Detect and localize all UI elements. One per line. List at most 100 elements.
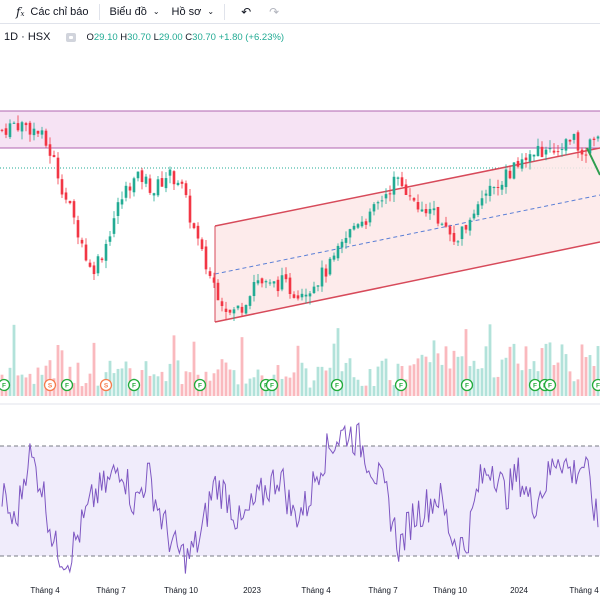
candle[interactable] [292,291,296,299]
candle[interactable] [400,171,404,187]
candle[interactable] [304,288,308,304]
financial-event-marker[interactable]: F [591,378,600,392]
candle[interactable] [300,288,304,301]
candle[interactable] [104,239,108,269]
candle[interactable] [180,179,184,189]
candle[interactable] [76,215,80,245]
candle[interactable] [132,176,136,197]
candle[interactable] [428,202,432,220]
chart-menu-button[interactable]: Biểu đồ ⌄ [104,0,166,24]
candle[interactable] [548,140,552,153]
candle[interactable] [328,256,332,276]
candle[interactable] [284,267,288,283]
candle[interactable] [412,197,416,202]
candle[interactable] [312,281,316,294]
financial-event-marker[interactable]: F [127,378,141,392]
candle[interactable] [32,122,36,141]
candle[interactable] [288,272,292,299]
candle[interactable] [200,237,204,252]
candle[interactable] [360,216,364,228]
candle[interactable] [592,136,596,147]
candle[interactable] [464,224,468,234]
candle[interactable] [336,243,340,261]
candle[interactable] [320,260,324,292]
candle[interactable] [244,304,248,315]
candle[interactable] [440,222,444,226]
candle[interactable] [508,165,512,180]
candle[interactable] [12,121,16,124]
candle[interactable] [116,197,120,224]
candle[interactable] [64,187,68,204]
collapse-legend-icon[interactable] [66,32,77,42]
candle[interactable] [572,133,576,144]
candle[interactable] [172,170,176,191]
candle[interactable] [268,279,272,286]
candle[interactable] [568,139,572,145]
candle[interactable] [188,188,192,229]
candle[interactable] [272,281,276,288]
candle[interactable] [500,181,504,195]
candle[interactable] [516,157,520,169]
candle[interactable] [424,203,428,217]
trend-line-green[interactable] [586,147,600,176]
candle[interactable] [452,225,456,245]
candle[interactable] [456,239,460,246]
candle[interactable] [468,217,472,236]
candle[interactable] [216,279,220,301]
candle[interactable] [212,272,216,289]
profile-menu-button[interactable]: Hồ sơ ⌄ [166,0,221,24]
candle[interactable] [184,180,188,198]
candle[interactable] [88,259,92,268]
undo-button[interactable]: ↶ [229,0,263,24]
candle[interactable] [60,174,64,199]
event-markers[interactable]: FSFSFFFFFFFFFFF [0,378,600,392]
horizontal-range-box[interactable] [0,111,600,148]
candle[interactable] [420,201,424,213]
candle[interactable] [84,238,88,262]
candle[interactable] [528,150,532,170]
candle[interactable] [228,309,232,316]
candle[interactable] [164,172,168,193]
candle[interactable] [156,176,160,198]
candle[interactable] [480,190,484,210]
candle[interactable] [524,152,528,168]
candle[interactable] [356,222,360,230]
candle[interactable] [316,285,320,292]
financial-event-marker[interactable]: F [460,378,474,392]
candle[interactable] [152,192,156,202]
candle[interactable] [8,119,12,140]
candle[interactable] [368,208,372,227]
candle[interactable] [260,277,264,288]
candle[interactable] [108,231,112,246]
channel-lower-line[interactable] [214,241,600,323]
candle[interactable] [264,279,268,289]
financial-event-marker[interactable]: F [394,378,408,392]
split-event-marker[interactable]: S [43,378,57,392]
rsi-line[interactable] [1,422,599,574]
candle[interactable] [80,237,84,248]
candle[interactable] [44,128,48,148]
redo-button[interactable]: ↷ [263,0,285,24]
candle[interactable] [68,200,72,205]
candle[interactable] [140,167,144,190]
candle[interactable] [0,128,4,133]
candle[interactable] [276,276,280,297]
candle[interactable] [148,174,152,195]
candle[interactable] [72,199,76,225]
candle[interactable] [196,222,200,246]
financial-event-marker[interactable]: F [543,378,557,392]
split-event-marker[interactable]: S [99,378,113,392]
candle[interactable] [128,182,132,199]
candle[interactable] [408,188,412,201]
time-axis[interactable]: Tháng 4 Tháng 7 Tháng 10 2023 Tháng 4 Tháng 7… [30,586,599,595]
candle[interactable] [580,147,584,161]
candle[interactable] [376,200,380,210]
candle[interactable] [476,201,480,218]
candle[interactable] [280,267,284,292]
candle[interactable] [120,191,124,209]
candle[interactable] [556,145,560,157]
candle[interactable] [208,267,212,279]
candle[interactable] [176,180,180,187]
candle[interactable] [256,274,260,286]
